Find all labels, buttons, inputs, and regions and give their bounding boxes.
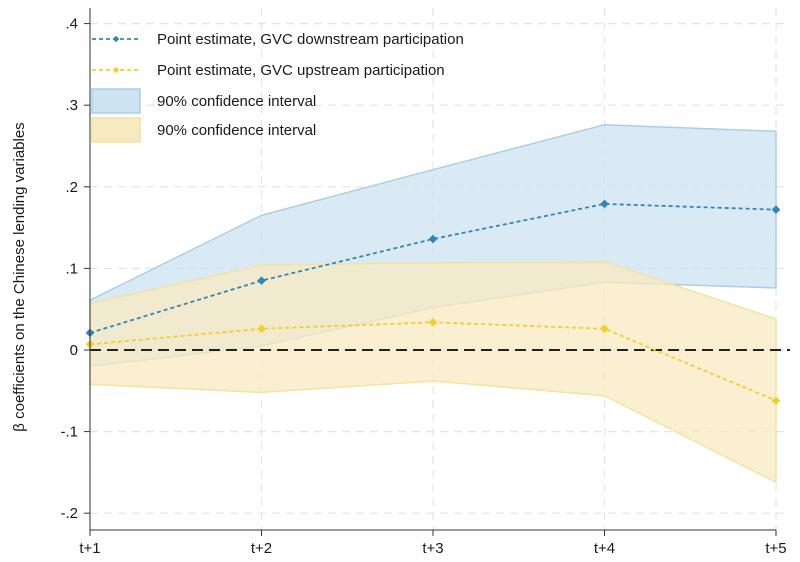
x-tick-label: t+5	[765, 540, 786, 557]
data-point-upstream	[771, 396, 781, 405]
axes: .4 .3 .2 .1 0 -.1 -.2 t+1 t+2 t+3 t+4 t+5	[60, 8, 787, 557]
y-tick-label: -.1	[60, 424, 78, 441]
y-tick-label: .1	[65, 260, 78, 277]
data-point-downstream	[428, 234, 438, 244]
data-point-upstream	[600, 324, 609, 334]
legend-upstream-label: Point estimate, GVC upstream participati…	[157, 62, 445, 79]
legend-ci-upstream-label: 90% confidence interval	[157, 122, 316, 139]
x-tick-label: t+4	[594, 540, 615, 557]
legend-ci-upstream-swatch	[91, 117, 141, 143]
legend-ci-downstream-label: 90% confidence interval	[157, 93, 316, 110]
data-point-upstream	[428, 317, 438, 327]
legend-upstream-marker	[112, 66, 120, 74]
y-axis-title: β coefficients on the Chinese lending va…	[11, 122, 28, 431]
series-lines	[85, 199, 781, 405]
legend-ci-downstream-swatch	[91, 88, 141, 114]
legend-downstream-marker	[112, 35, 120, 43]
y-tick-label: .2	[65, 179, 78, 196]
y-tick-label: .3	[65, 97, 78, 114]
y-tick-label: -.2	[60, 505, 78, 522]
confidence-bands	[89, 124, 777, 484]
data-point-upstream	[257, 324, 266, 334]
legend-downstream-label: Point estimate, GVC downstream participa…	[157, 31, 464, 48]
series-line-downstream	[89, 203, 777, 334]
x-tick-label: t+1	[79, 540, 100, 557]
legend: Point estimate, GVC downstream participa…	[91, 31, 464, 143]
y-tick-label: .4	[65, 16, 78, 33]
y-tick-label: 0	[70, 342, 78, 359]
x-tick-label: t+3	[422, 540, 443, 557]
confidence-band-upstream	[89, 261, 777, 484]
x-tick-label: t+2	[251, 540, 272, 557]
data-point-downstream	[771, 205, 781, 214]
data-point-downstream	[257, 276, 266, 285]
data-point-downstream	[600, 199, 609, 209]
